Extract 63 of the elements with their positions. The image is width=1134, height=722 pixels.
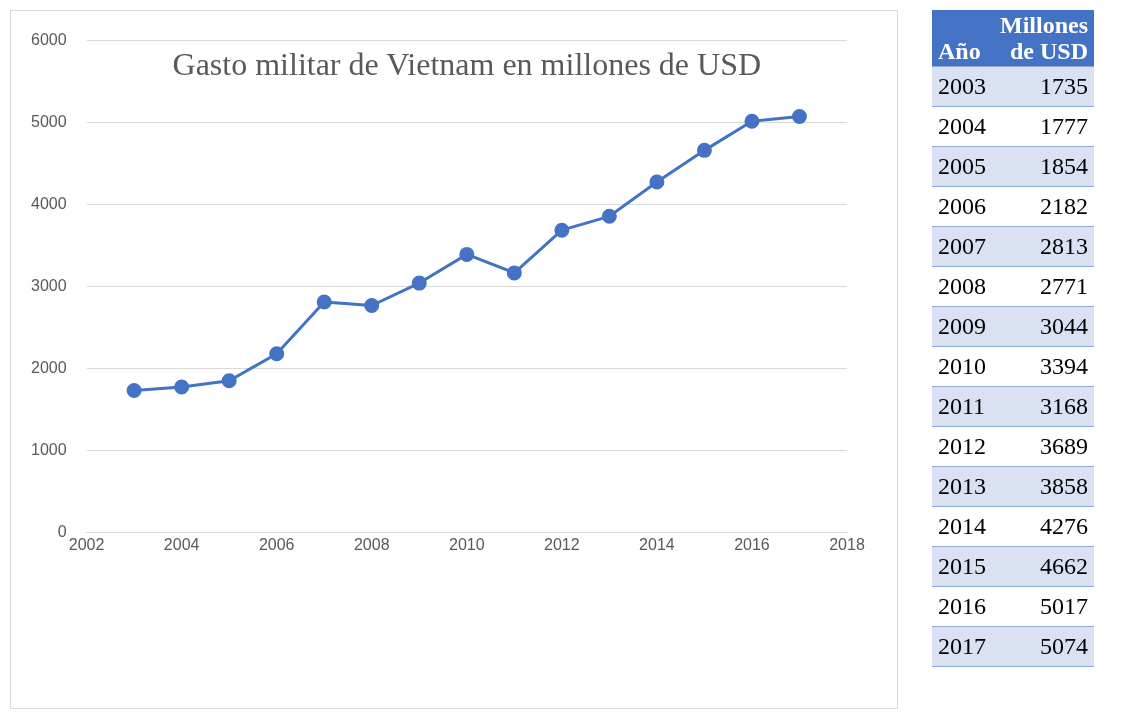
y-tick-label: 2015 — [932, 546, 992, 587]
y-tick-label: 1000 — [31, 441, 67, 459]
x-tick-label: 2002 — [68, 535, 105, 553]
data-label: 5017 — [992, 586, 1094, 627]
y-tick-label: 0 — [57, 523, 67, 541]
y-tick-label: 2013 — [932, 466, 992, 507]
point — [649, 174, 665, 190]
point — [221, 373, 237, 389]
data-label: 3168 — [992, 386, 1094, 427]
x-tick-label: 2018 — [829, 535, 865, 553]
point — [269, 346, 285, 362]
y-tick-label: 2000 — [31, 359, 67, 377]
data-label: 4276 — [992, 506, 1094, 547]
y-tick-label: 4000 — [31, 195, 67, 213]
x-tick-label: 2012 — [544, 535, 580, 553]
x-tick-label: 2016 — [734, 535, 770, 553]
data-label: 3044 — [992, 306, 1094, 347]
point — [696, 142, 712, 158]
data-label: 2182 — [992, 186, 1094, 227]
y-tick-label: 3000 — [31, 277, 67, 295]
data-label: 3394 — [992, 346, 1094, 387]
data-label: 3858 — [992, 466, 1094, 507]
point — [316, 294, 332, 310]
x-tick-label: 2004 — [163, 535, 200, 553]
x-tick-label: 2008 — [353, 535, 390, 553]
y-tick-label: 5000 — [31, 113, 67, 131]
x-tick-label: 2006 — [258, 535, 295, 553]
y-tick-label: 2004 — [932, 106, 992, 147]
point — [126, 382, 142, 398]
chart-title: Gasto militar de Vietnam en millones de USD — [172, 46, 762, 83]
point — [791, 109, 807, 125]
data-label: 1854 — [992, 146, 1094, 187]
y-tick-label: 2011 — [932, 386, 992, 427]
y-tick-label: 2012 — [932, 426, 992, 467]
point — [364, 297, 380, 313]
data-label: 4662 — [992, 546, 1094, 587]
data-label: 1777 — [992, 106, 1094, 147]
data-label: 1735 — [992, 66, 1094, 107]
data-label: 2771 — [992, 266, 1094, 307]
y-tick-label: 2003 — [932, 66, 992, 107]
x-tick-label: 2014 — [639, 535, 675, 553]
point — [554, 222, 570, 238]
y-axis-title: Año — [932, 10, 992, 67]
data-label: 5074 — [992, 626, 1094, 667]
point — [459, 246, 475, 262]
point — [506, 265, 522, 281]
data-label: 2813 — [992, 226, 1094, 267]
y-tick-label: 2005 — [932, 146, 992, 187]
x-tick-label: Millones de USD — [992, 10, 1094, 67]
y-tick-label: 2006 — [932, 186, 992, 227]
point — [174, 379, 190, 395]
y-tick-label: 2007 — [932, 226, 992, 267]
point — [601, 208, 617, 224]
y-tick-label: 2008 — [932, 266, 992, 307]
y-tick-label: 2010 — [932, 346, 992, 387]
point — [744, 113, 760, 129]
y-tick-label: 2009 — [932, 306, 992, 347]
data-label: 3689 — [992, 426, 1094, 467]
point — [411, 275, 427, 291]
y-tick-label: 6000 — [31, 31, 67, 49]
x-tick-label: 2010 — [449, 535, 485, 553]
y-tick-label: 2017 — [932, 626, 992, 667]
y-tick-label: 2016 — [932, 586, 992, 627]
